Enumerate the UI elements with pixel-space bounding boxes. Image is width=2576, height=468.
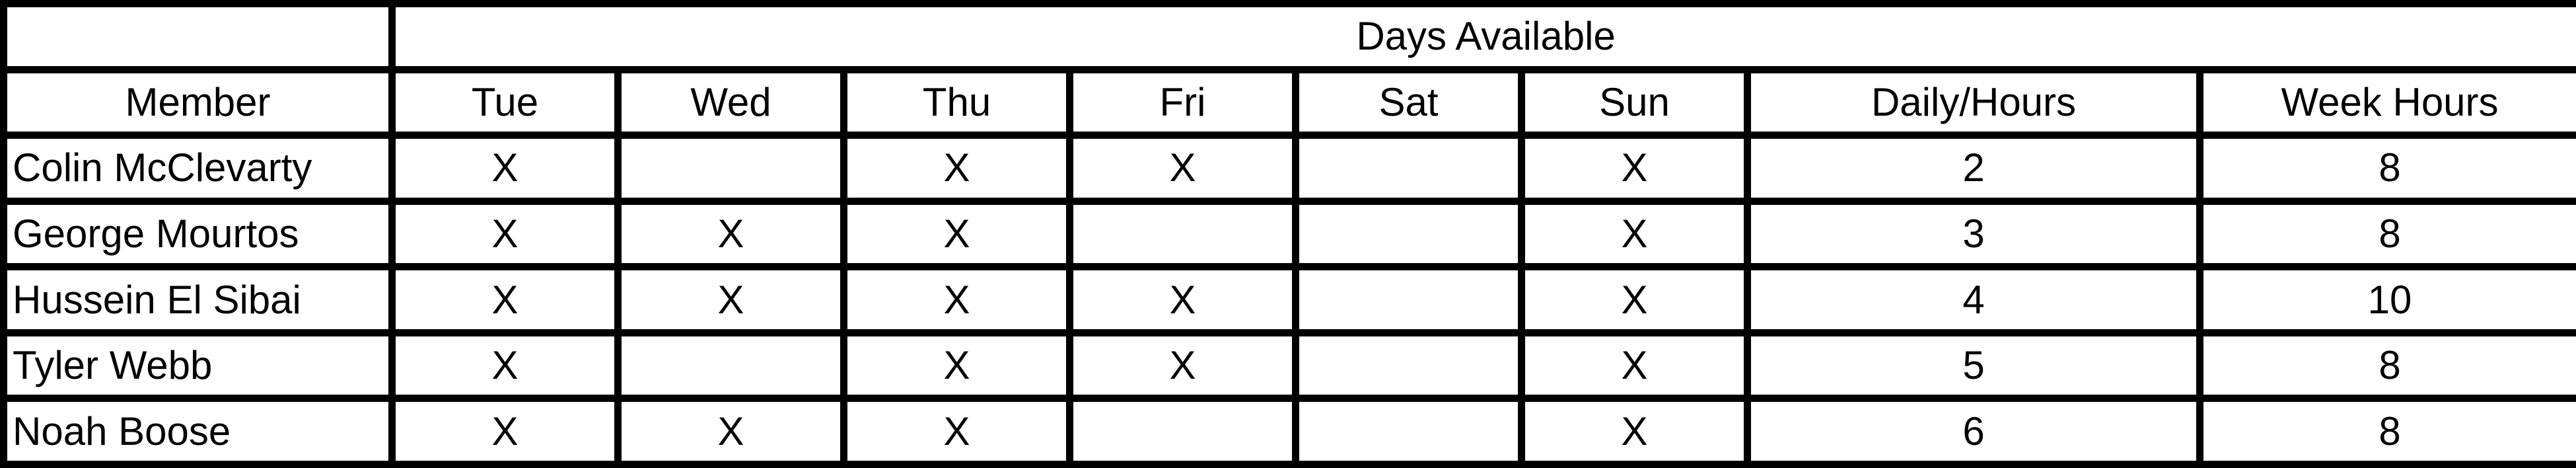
column-header-tue: Tue [388, 65, 622, 139]
column-header-row: Member Tue Wed Thu Fri Sat Sun Daily/Hou… [0, 65, 2576, 139]
fri-cell [1066, 197, 1299, 271]
sun-cell: X [1518, 132, 1751, 205]
column-header-sun: Sun [1518, 65, 1751, 139]
daily-hours-cell: 3 [1744, 197, 2203, 271]
wed-cell: X [614, 263, 847, 336]
week-hours-cell: 8 [2196, 329, 2576, 403]
table-row: Tyler Webb X X X X 5 8 [0, 329, 2576, 403]
sun-cell: X [1518, 395, 1751, 468]
thu-cell: X [840, 329, 1073, 403]
tue-cell: X [388, 329, 622, 403]
column-header-wed: Wed [614, 65, 847, 139]
wed-cell: X [614, 197, 847, 271]
days-available-header: Days Available [388, 0, 2576, 73]
week-hours-cell: 8 [2196, 132, 2576, 205]
column-header-daily-hours: Daily/Hours [1744, 65, 2203, 139]
column-header-week-hours: Week Hours [2196, 65, 2576, 139]
column-header-fri: Fri [1066, 65, 1299, 139]
wed-cell [614, 329, 847, 403]
week-hours-cell: 8 [2196, 197, 2576, 271]
thu-cell: X [840, 395, 1073, 468]
tue-cell: X [388, 395, 622, 468]
sat-cell [1292, 197, 1525, 271]
table-row: George Mourtos X X X X 3 8 [0, 197, 2576, 271]
sat-cell [1292, 395, 1525, 468]
sun-cell: X [1518, 263, 1751, 336]
sun-cell: X [1518, 197, 1751, 271]
group-header-row: Days Available [0, 0, 2576, 73]
column-header-member: Member [0, 65, 396, 139]
fri-cell [1066, 395, 1299, 468]
daily-hours-cell: 5 [1744, 329, 2203, 403]
tue-cell: X [388, 263, 622, 336]
wed-cell [614, 132, 847, 205]
column-header-sat: Sat [1292, 65, 1525, 139]
fri-cell: X [1066, 329, 1299, 403]
empty-corner-cell [0, 0, 396, 73]
member-name-cell: Tyler Webb [0, 329, 396, 403]
thu-cell: X [840, 132, 1073, 205]
fri-cell: X [1066, 263, 1299, 336]
member-name-cell: George Mourtos [0, 197, 396, 271]
member-name-cell: Colin McClevarty [0, 132, 396, 205]
sat-cell [1292, 329, 1525, 403]
sat-cell [1292, 132, 1525, 205]
table-row: Hussein El Sibai X X X X X 4 10 [0, 263, 2576, 336]
daily-hours-cell: 2 [1744, 132, 2203, 205]
tue-cell: X [388, 197, 622, 271]
member-name-cell: Noah Boose [0, 395, 396, 468]
daily-hours-cell: 4 [1744, 263, 2203, 336]
week-hours-cell: 8 [2196, 395, 2576, 468]
member-name-cell: Hussein El Sibai [0, 263, 396, 336]
tue-cell: X [388, 132, 622, 205]
sat-cell [1292, 263, 1525, 336]
table-row: Noah Boose X X X X 6 8 [0, 395, 2576, 468]
column-header-thu: Thu [840, 65, 1073, 139]
week-hours-cell: 10 [2196, 263, 2576, 336]
daily-hours-cell: 6 [1744, 395, 2203, 468]
fri-cell: X [1066, 132, 1299, 205]
sun-cell: X [1518, 329, 1751, 403]
wed-cell: X [614, 395, 847, 468]
thu-cell: X [840, 263, 1073, 336]
table-row: Colin McClevarty X X X X 2 8 [0, 132, 2576, 205]
thu-cell: X [840, 197, 1073, 271]
